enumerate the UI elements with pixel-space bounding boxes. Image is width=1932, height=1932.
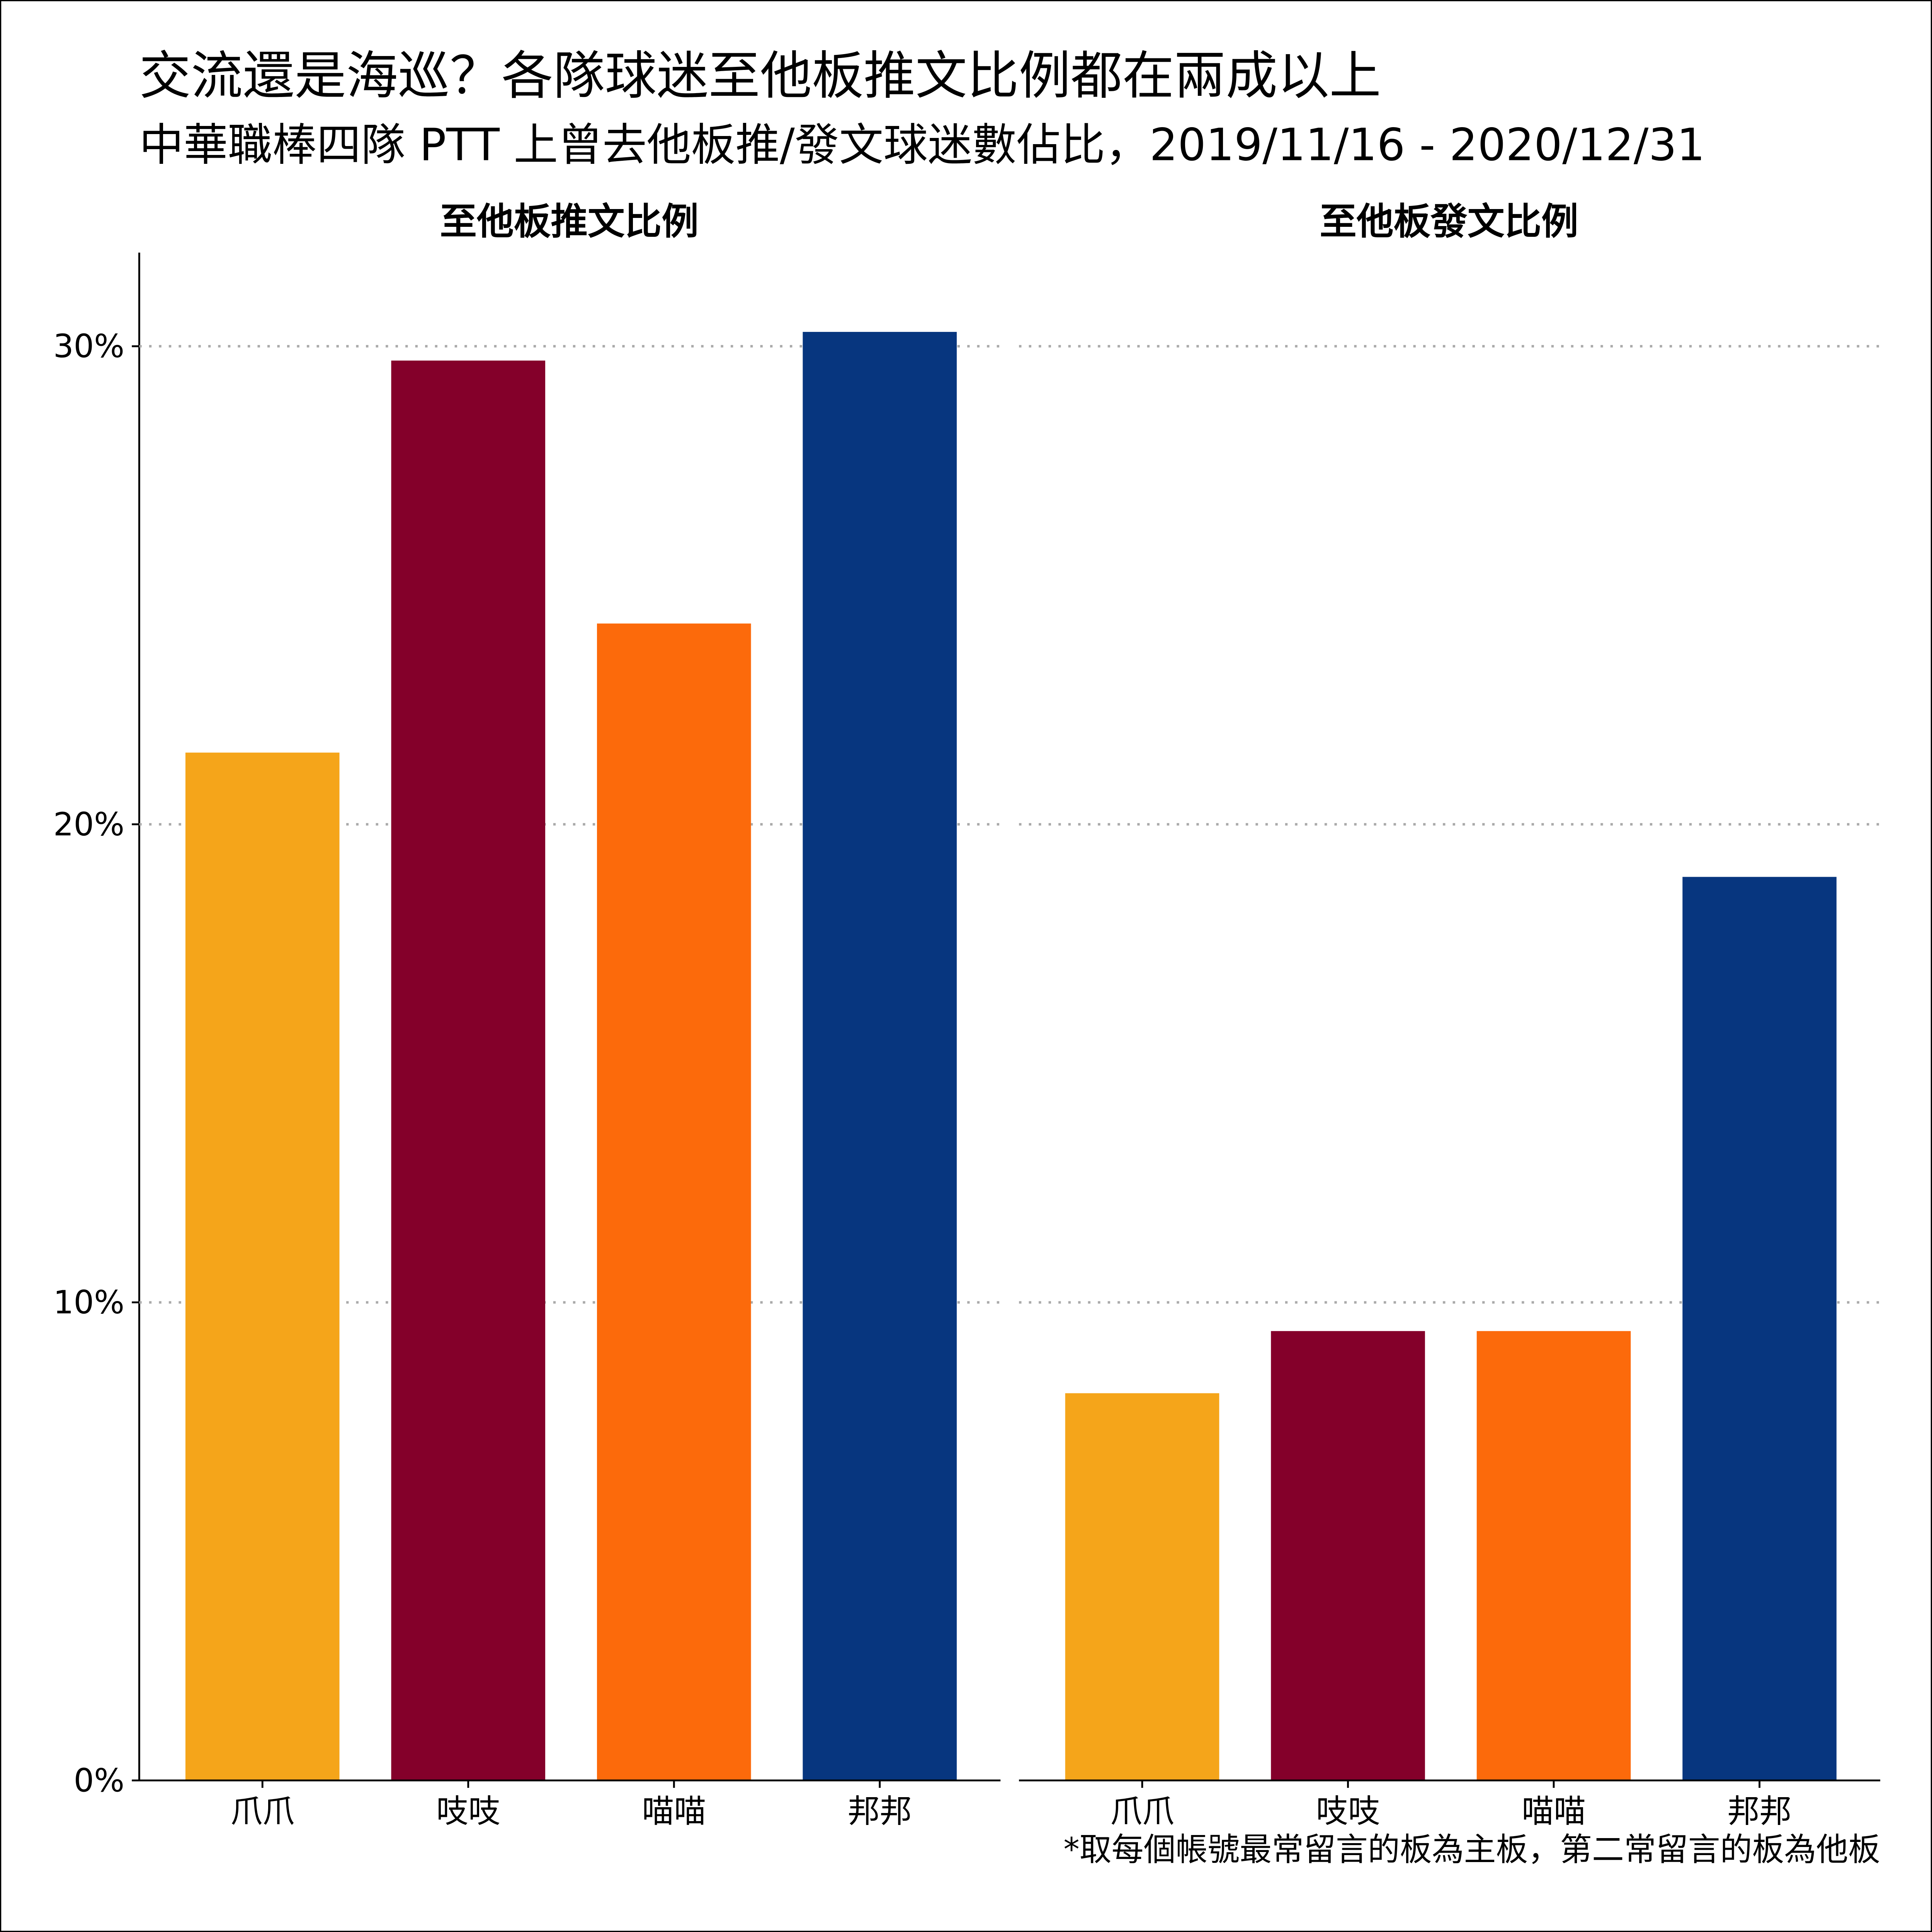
x-tick-label: 喵喵: [642, 1793, 706, 1830]
bar-post-0: [1065, 1393, 1219, 1781]
x-tick-label: 喵喵: [1522, 1793, 1586, 1830]
bar-push-2: [597, 623, 751, 1781]
bar-push-0: [185, 752, 340, 1781]
chart-caption: *取每個帳號最常留言的板為主板，第二常留言的板為他板: [1063, 1831, 1880, 1868]
x-tick-label: 吱吱: [1316, 1793, 1380, 1830]
bar-post-3: [1682, 877, 1837, 1781]
panel-title-left: 至他板推文比例: [440, 200, 699, 243]
x-tick-label: 爪爪: [1110, 1793, 1174, 1830]
panel-title-right: 至他板發文比例: [1320, 200, 1578, 243]
bar-push-3: [803, 332, 957, 1781]
y-tick-label: 30%: [53, 328, 124, 365]
y-tick-label: 0%: [74, 1762, 125, 1799]
x-tick-label: 爪爪: [230, 1793, 294, 1830]
y-tick-label: 10%: [53, 1284, 124, 1321]
bar-post-1: [1271, 1331, 1425, 1781]
bar-post-2: [1476, 1331, 1631, 1781]
chart-title: 交流還是海巡？各隊球迷至他板推文比例都在兩成以上: [139, 46, 1381, 106]
x-tick-label: 邦邦: [848, 1793, 912, 1830]
x-tick-label: 邦邦: [1728, 1793, 1792, 1830]
x-tick-label: 吱吱: [436, 1793, 500, 1830]
chart-subtitle: 中華職棒四隊 PTT 上曾去他板推/發文球迷數佔比，2019/11/16 - 2…: [139, 119, 1705, 171]
y-tick-label: 20%: [53, 806, 124, 843]
bar-push-1: [391, 361, 546, 1781]
